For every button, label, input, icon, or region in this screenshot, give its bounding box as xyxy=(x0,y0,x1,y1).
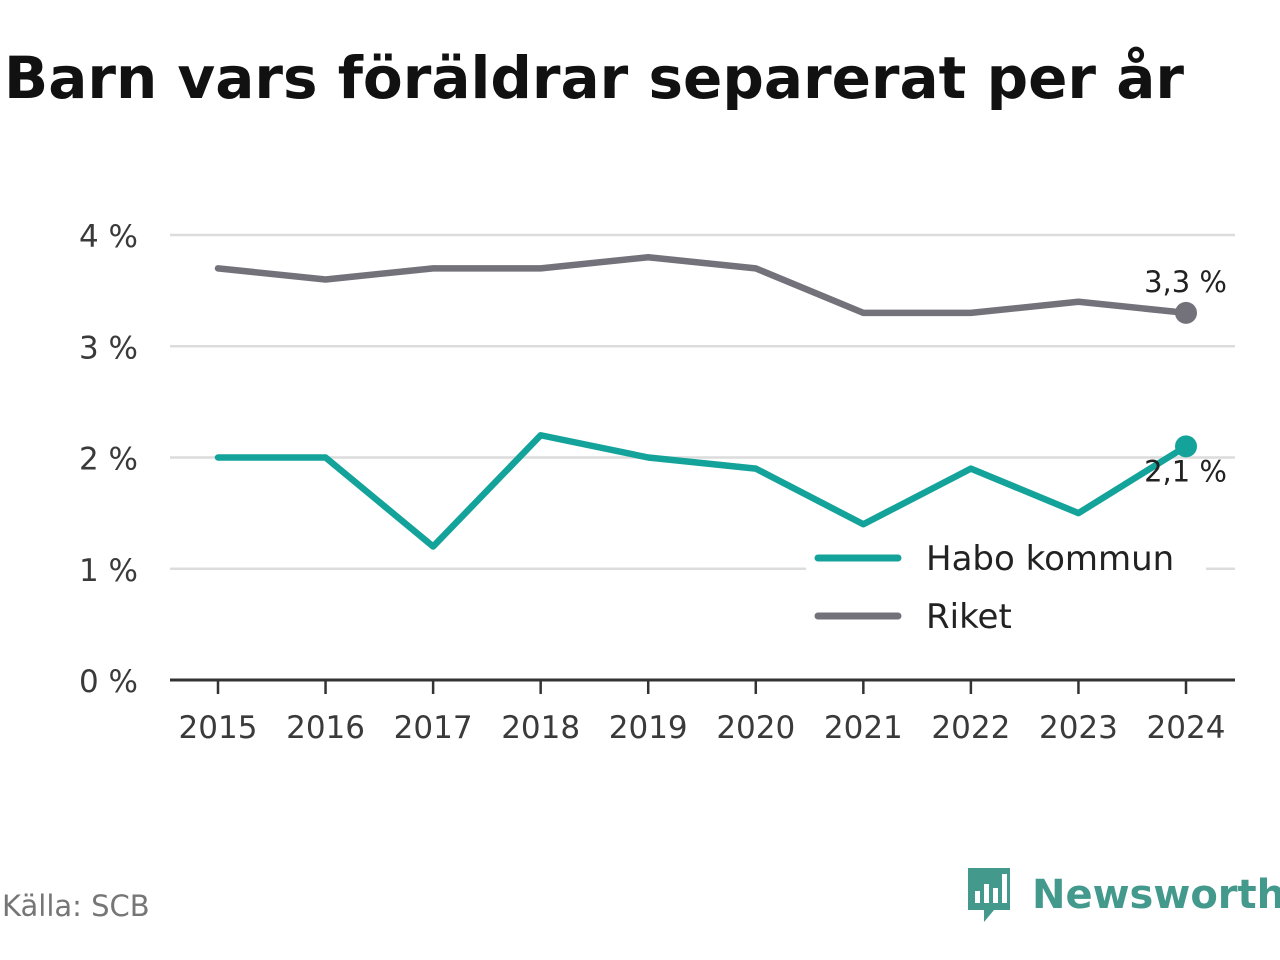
newsworthy-logo-icon xyxy=(968,868,1010,922)
brand-logo: Newsworthy xyxy=(964,864,1280,926)
source-note: Källa: SCB xyxy=(2,889,150,923)
end-marker xyxy=(1175,301,1197,324)
x-tick-label: 2022 xyxy=(931,710,1010,746)
x-axis: 2015 2016 2017 2018 2019 2020 2021 2022 2023 2024 xyxy=(170,678,1235,746)
end-label: 3,3 % xyxy=(1144,265,1227,299)
series-line-riket xyxy=(214,254,1190,317)
x-tick-label: 2020 xyxy=(716,710,795,746)
series-line-habo-kommun xyxy=(214,432,1190,550)
legend-label: Habo kommun xyxy=(926,539,1174,579)
x-tick-label: 2019 xyxy=(609,710,688,746)
chart-title: Barn vars föräldrar separerat per år xyxy=(4,44,1184,112)
end-labels: 2,1 % 3,3 % xyxy=(1144,265,1227,489)
x-tick-label: 2024 xyxy=(1147,710,1226,746)
end-marker xyxy=(1175,435,1197,458)
x-tick-label: 2015 xyxy=(179,710,258,746)
end-label: 2,1 % xyxy=(1144,454,1227,488)
legend: Habo kommun Riket xyxy=(806,530,1206,642)
y-axis-tick-labels: 0 % 1 % 2 % 3 % 4 % xyxy=(79,219,138,700)
x-tick-label: 2021 xyxy=(824,710,903,746)
legend-background xyxy=(806,530,1206,642)
y-tick-label: 3 % xyxy=(79,330,138,366)
legend-label: Riket xyxy=(926,597,1012,637)
x-tick-label: 2016 xyxy=(286,710,365,746)
y-tick-label: 1 % xyxy=(79,553,138,589)
y-tick-label: 0 % xyxy=(79,664,138,700)
gridlines xyxy=(170,233,1235,570)
brand-name: Newsworthy xyxy=(1032,872,1280,918)
y-tick-label: 2 % xyxy=(79,442,138,478)
x-tick-label: 2018 xyxy=(501,710,580,746)
series-lines xyxy=(214,254,1190,550)
y-tick-label: 4 % xyxy=(79,219,138,255)
x-tick-label: 2023 xyxy=(1039,710,1118,746)
x-tick-label: 2017 xyxy=(394,710,473,746)
